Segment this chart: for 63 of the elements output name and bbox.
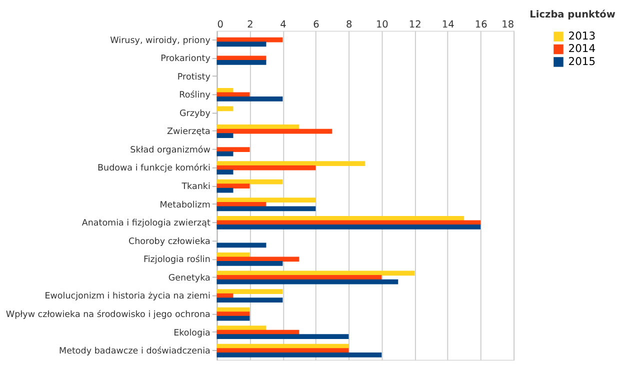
y-tick-label: Tkanki bbox=[180, 182, 210, 192]
y-tick-label: Ewolucjonizm i historia życia na ziemi bbox=[44, 292, 210, 302]
legend-label: 2013 bbox=[568, 30, 596, 43]
bar bbox=[216, 147, 250, 152]
bar bbox=[216, 60, 266, 65]
y-tick-label: Zwierzęta bbox=[166, 127, 210, 138]
y-tick-label: Grzyby bbox=[179, 108, 210, 119]
x-tick-label: 2 bbox=[247, 19, 254, 30]
y-tick-label: Genetyka bbox=[168, 273, 210, 284]
bar bbox=[216, 179, 283, 184]
bar bbox=[216, 298, 283, 302]
bar bbox=[216, 165, 316, 170]
y-tick-label: Ekologia bbox=[174, 328, 210, 338]
x-tick-label: 18 bbox=[502, 19, 514, 30]
y-tick-label: Wirusy, wiroidy, priony bbox=[110, 36, 210, 46]
y-tick-label: Anatomia i fizjologia zwierząt bbox=[82, 218, 211, 229]
bar bbox=[216, 316, 250, 321]
y-tick-label: Wpływ człowieka na środowisko i jego ochrona bbox=[6, 308, 210, 320]
bar bbox=[216, 275, 382, 280]
y-tick-label: Prokarionty bbox=[160, 54, 210, 64]
bar bbox=[216, 279, 398, 284]
bar bbox=[216, 184, 250, 189]
y-tick-label: Skład organizmów bbox=[130, 144, 210, 156]
bar bbox=[216, 352, 382, 358]
bar bbox=[216, 206, 316, 212]
legend-label: 2015 bbox=[568, 54, 596, 68]
bar bbox=[216, 124, 300, 130]
x-tick-label: 16 bbox=[474, 19, 488, 30]
x-tick-label: 10 bbox=[376, 19, 388, 30]
bar bbox=[216, 220, 481, 226]
bar bbox=[216, 348, 349, 354]
y-tick-label: Metody badawcze i doświadczenia bbox=[59, 346, 210, 357]
bar bbox=[216, 133, 234, 138]
bar bbox=[216, 188, 234, 193]
bar bbox=[216, 161, 366, 166]
x-tick-label: 0 bbox=[217, 19, 224, 30]
y-tick-label: Metabolizm bbox=[160, 200, 210, 210]
x-axis-title: Liczba punktów bbox=[530, 10, 616, 21]
x-tick-label: 6 bbox=[313, 19, 320, 30]
bar bbox=[216, 242, 266, 248]
bar bbox=[216, 42, 266, 47]
bar bbox=[216, 224, 481, 230]
x-tick-label: 8 bbox=[346, 19, 352, 30]
y-tick-label: Rośliny bbox=[179, 90, 210, 101]
x-tick-label: 12 bbox=[408, 19, 422, 30]
bar bbox=[216, 312, 250, 316]
bar bbox=[216, 56, 266, 61]
bar bbox=[216, 96, 283, 102]
y-tick-label: Budowa i funkcje komórki bbox=[98, 162, 210, 174]
bar bbox=[216, 334, 349, 340]
bar bbox=[216, 289, 283, 294]
bar bbox=[216, 326, 266, 331]
x-tick-label: 14 bbox=[442, 19, 454, 30]
x-tick-label: 4 bbox=[280, 19, 286, 30]
bar bbox=[216, 128, 332, 134]
legend-label: 2014 bbox=[568, 42, 596, 56]
y-tick-label: Fizjologia roślin bbox=[143, 254, 210, 266]
bar bbox=[216, 261, 283, 266]
bar bbox=[216, 252, 250, 258]
bar bbox=[216, 198, 316, 203]
bar bbox=[216, 170, 234, 175]
y-tick-label: Choroby człowieka bbox=[128, 236, 210, 247]
y-tick-label: Protisty bbox=[177, 72, 210, 82]
